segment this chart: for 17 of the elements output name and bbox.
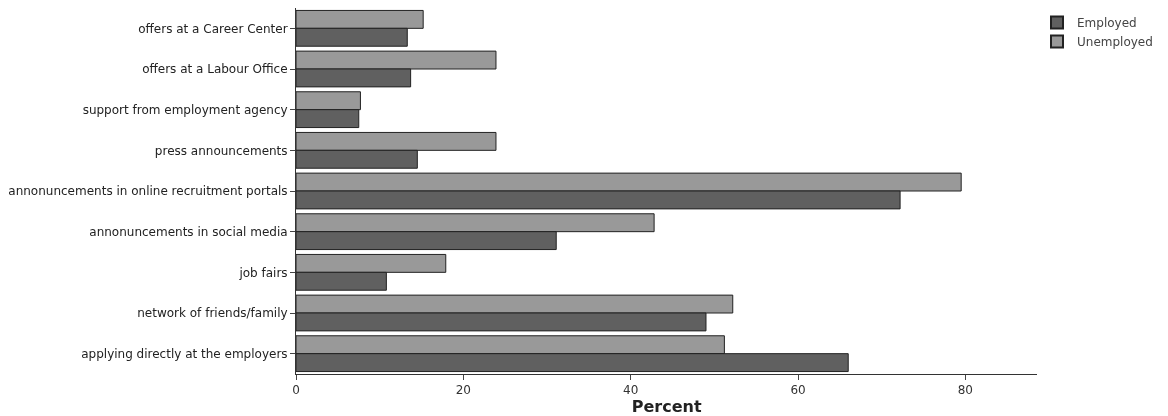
y-tick-label: applying directly at the employers — [81, 346, 288, 361]
y-tick-label: press announcements — [154, 143, 288, 158]
y-tick-label: offers at a Career Center — [138, 21, 288, 36]
legend-label: Employed — [1077, 16, 1137, 31]
y-tick-label: offers at a Labour Office — [142, 62, 288, 77]
y-tick-label: annonuncements in social media — [89, 224, 288, 239]
x-tick-label: 0 — [292, 383, 300, 398]
x-tick-label: 60 — [790, 383, 806, 398]
x-tick-label: 20 — [455, 383, 471, 398]
y-tick-label: job fairs — [238, 265, 288, 280]
x-tick-label: 40 — [623, 383, 639, 398]
legend-label: Unemployed — [1077, 35, 1153, 50]
y-tick-label: support from employment agency — [82, 102, 288, 117]
y-tick-label: network of friends/family — [137, 306, 288, 321]
x-axis-title: Percent — [631, 397, 702, 416]
y-tick-label: annonuncements in online recruitment portals — [8, 184, 288, 199]
x-tick-label: 80 — [957, 383, 973, 398]
